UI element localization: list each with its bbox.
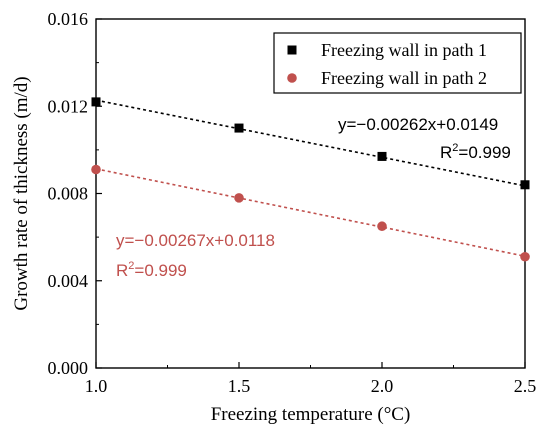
fit-line [95,168,526,257]
y-tick-label: 0.012 [48,96,89,116]
y-axis-label: Growth rate of thickness (m/d) [11,76,32,310]
y-tick-label: 0.016 [48,9,89,29]
data-point [377,151,387,161]
fit-equation: y=−0.00267x+0.0118 [116,231,275,250]
data-point [520,180,530,190]
legend-label: Freezing wall in path 2 [321,68,487,88]
legend: Freezing wall in path 1 Freezing wall in … [273,32,522,94]
fit-lines [95,99,526,257]
data-point [91,164,101,175]
data-point [520,251,530,262]
fit-line [95,99,526,187]
data-points [91,97,530,262]
data-point [377,221,387,232]
data-point [234,193,244,203]
x-tick-label: 1.0 [85,376,108,396]
fit-equation: y=−0.00262x+0.0149 [338,115,498,134]
legend-marker [287,73,297,83]
axes: 1.0 1.5 2.0 2.5 0.000 0.004 0.008 0.012 0.016 [48,9,537,396]
x-tick-label: 2.5 [514,376,537,396]
legend-label: Freezing wall in path 1 [321,40,487,60]
y-tick-label: 0.000 [48,358,89,378]
x-tick-label: 1.5 [228,376,251,396]
legend-box [273,32,522,94]
x-tick-label: 2.0 [371,376,394,396]
fit-r-squared: R2=0.999 [440,142,511,162]
labels: Freezing temperature (°C) Growth rate of … [11,76,511,425]
x-axis-label: Freezing temperature (°C) [211,404,411,425]
data-point [234,123,244,133]
y-tick-label: 0.008 [48,184,89,204]
legend-marker [287,45,297,55]
fit-r-squared: R2=0.999 [116,260,187,280]
data-point [91,97,101,107]
y-tick-label: 0.004 [48,271,89,291]
